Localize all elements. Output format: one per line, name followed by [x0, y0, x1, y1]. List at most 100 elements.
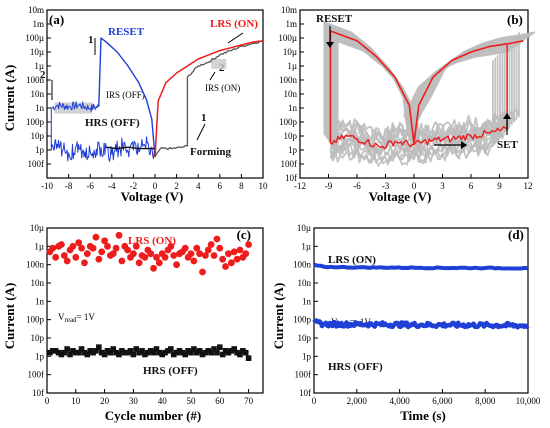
panel-a-xtick-label: 2 [174, 181, 179, 191]
panel-c-hrs-point [90, 349, 96, 356]
panel-c-xlabel: Cycle number (#) [105, 408, 202, 423]
panel-b-arrow-sweep-head [461, 141, 467, 149]
panel-c-lrs-point [245, 241, 253, 248]
panel-c-hrs-point [196, 348, 203, 354]
panel-c-lrs-point [199, 268, 206, 276]
panel-c-hrs-point [173, 349, 180, 356]
panel-d-ylabel: Current (A) [271, 283, 286, 350]
panel-d-ytick-label: 1n [302, 296, 312, 306]
panel-c-hrs-point [49, 348, 56, 354]
panel-c-xtick-label: 10 [71, 396, 81, 406]
panel-d-ytick-label: 10µ [297, 223, 311, 233]
panel-b-ytick-label: 10µ [283, 47, 297, 57]
panel-a: Current (A) Voltage (V) (a) RESET LRS (O… [2, 5, 268, 204]
panel-c-ytick-label: 10p [31, 333, 45, 343]
panel-c-lrs-point [173, 261, 181, 269]
panel-c-ytick-label: 10f [32, 388, 44, 398]
panel-c-lrs-point [81, 259, 88, 267]
panel-c-lrs-point [124, 246, 132, 254]
panel-c-hrs-point [119, 348, 125, 354]
panel-c-lrs-point [193, 244, 201, 252]
panel-c-lrs-point [89, 244, 97, 252]
panel-c-lrs-point [101, 237, 108, 245]
panel-c-lrs-point [72, 253, 80, 261]
panel-b-ytick-label: 10f [285, 173, 297, 183]
panel-a-series-reset [98, 37, 156, 158]
panel-a-ylabel: Current (A) [2, 65, 17, 132]
panel-c-lrs-point [167, 242, 175, 250]
panel-c-hrs-point [211, 346, 217, 352]
panel-c-hrs-point [78, 346, 85, 352]
panel-d-ytick-label: 100f [295, 370, 312, 380]
panel-b-ytick-label: 1p [288, 145, 298, 155]
panel-b-xtick-label: 12 [524, 181, 533, 191]
panel-c-lrs-point [52, 253, 60, 261]
panel-c-hrs-point [214, 349, 220, 356]
panel-b-xtick-label: -3 [382, 181, 390, 191]
panel-c-hrs-point [176, 348, 183, 354]
panel-a-xtick-label: 10 [259, 181, 269, 191]
panel-a-ytick-label: 100f [28, 159, 45, 169]
panel-b-gray-hrs [329, 37, 516, 145]
panel-c-hrs-point [182, 351, 189, 358]
panel-c-lrs-point [69, 242, 77, 250]
panel-c-lrs-point [130, 250, 137, 258]
panel-a-series-reset-irs [51, 101, 100, 112]
panel-c-hrs-point [75, 349, 82, 356]
panel-d-series-lrs [313, 262, 529, 271]
panel-c-hrs-point [142, 351, 148, 358]
panel-a-ytick-label: 100n [26, 75, 45, 85]
panel-d-xtick-label: 0 [312, 396, 317, 406]
panel-c-lrs-point [104, 242, 111, 250]
panel-c-hrs-point [240, 348, 246, 354]
panel-a-arrow-irs-on [209, 71, 216, 81]
panel-c-hrs-point [107, 349, 114, 356]
panel-c-hrs-point [121, 349, 128, 356]
panel-c-hrs-point [234, 349, 240, 356]
panel-c-lrs-point [236, 246, 244, 254]
panel-d-ytick-label: 1µ [301, 241, 311, 251]
panel-d-ytick-label: 100n [293, 260, 312, 270]
panel-c-hrs-point [245, 355, 252, 361]
panel-a-lrs-label: LRS (ON) [210, 18, 258, 30]
panel-a-arrow-forming [196, 123, 206, 141]
panel-c-hrs-point [193, 349, 200, 356]
panel-c-hrs-point [159, 351, 165, 358]
panel-c-lrs-point [58, 241, 65, 248]
panel-c: Current (A) Cycle number (#) (c) LRS (ON… [2, 223, 264, 423]
panel-c-hrs-point [73, 349, 79, 356]
panel-c-lrs-point [233, 255, 241, 263]
panel-c-hrs-point [219, 351, 226, 358]
panel-c-lrs-point [92, 233, 100, 241]
panel-c-hrs-point [205, 348, 212, 354]
panel-c-hrs-point [55, 349, 62, 356]
panel-c-hrs-point [150, 349, 157, 356]
panel-d-ytick-label: 10f [299, 388, 311, 398]
panel-c-ytick-label: 10n [31, 278, 45, 288]
panel-c-lrs-point [216, 244, 224, 252]
panel-c-xtick-label: 30 [129, 396, 139, 406]
panel-b-ytick-label: 100µ [278, 33, 297, 43]
panel-a-ytick-label: 1n [35, 103, 45, 113]
panel-b-reset-label: RESET [316, 13, 353, 25]
panel-b-xlabel: Voltage (V) [369, 189, 432, 204]
panel-c-lrs-point [170, 252, 178, 259]
panel-d-ytick-label: 1p [302, 351, 312, 361]
panel-c-hrs-point [47, 349, 53, 356]
panel-c-hrs-point [81, 349, 88, 356]
panel-c-hrs-point [110, 346, 117, 352]
panel-a-xlabel: Voltage (V) [121, 189, 184, 204]
panel-c-xtick-label: 70 [244, 396, 254, 406]
panel-c-lrs-point [78, 244, 85, 252]
panel-c-lrs-point [135, 259, 143, 267]
panel-a-irs-shade [54, 102, 93, 114]
panel-c-hrs-point [87, 348, 93, 354]
panel-a-xtick-label: 0 [153, 181, 158, 191]
panel-a-ytick-label: 1µ [34, 61, 44, 71]
panel-a-xtick-label: -2 [130, 181, 138, 191]
panel-c-xtick-label: 20 [100, 396, 110, 406]
panel-c-hrs-point [225, 349, 232, 356]
panel-c-lrs-point [98, 248, 106, 256]
panel-c-lrs-point [204, 246, 212, 254]
